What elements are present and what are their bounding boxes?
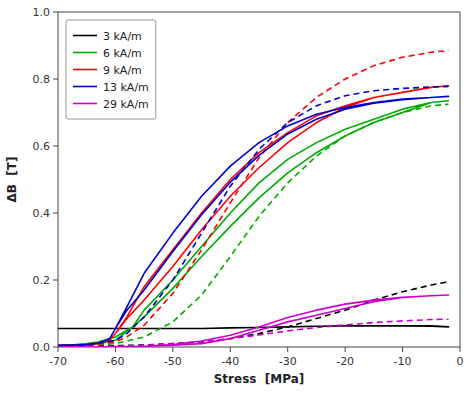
- x-tick: [345, 347, 346, 352]
- legend-label: 9 kA/m: [103, 64, 142, 77]
- x-tick: [172, 347, 173, 352]
- x-tick: [230, 347, 231, 352]
- y-tick-label: 1.0: [33, 6, 51, 19]
- y-tick-label: 0.8: [33, 73, 51, 86]
- series-line: [58, 96, 449, 345]
- y-tick: [53, 12, 58, 13]
- plot-frame: [58, 12, 460, 347]
- x-tick: [460, 347, 461, 352]
- x-tick-label: -50: [164, 355, 182, 368]
- x-tick: [115, 347, 116, 352]
- x-tick: [58, 347, 59, 352]
- x-tick-label: -10: [394, 355, 412, 368]
- y-tick-label: 0.4: [33, 207, 51, 220]
- x-tick-label: -30: [279, 355, 297, 368]
- legend-swatch: [73, 86, 97, 88]
- y-tick: [53, 347, 58, 348]
- series-line: [58, 104, 449, 346]
- x-tick: [402, 347, 403, 352]
- legend-label: 6 kA/m: [103, 47, 142, 60]
- legend-label: 29 kA/m: [103, 98, 149, 111]
- y-tick: [53, 280, 58, 281]
- legend-swatch: [73, 103, 97, 105]
- chart-container: -70 -60 -50 -40 -30 -20 -10 0 0.0 0.2 0.4 0.6 0.8 1.0…: [0, 0, 474, 393]
- x-tick-label: -40: [221, 355, 239, 368]
- y-tick: [53, 79, 58, 80]
- legend-box: [66, 20, 156, 119]
- x-tick-label: -60: [106, 355, 124, 368]
- legend-swatch: [73, 69, 97, 71]
- x-tick-label: -20: [336, 355, 354, 368]
- legend: 3 kA/m 6 kA/m 9 kA/m 13 kA/m 29 kA/m: [66, 20, 156, 119]
- y-tick: [53, 146, 58, 147]
- chart-svg: -70 -60 -50 -40 -30 -20 -10 0 0.0 0.2 0.4 0.6 0.8 1.0…: [0, 0, 474, 393]
- axes: -70 -60 -50 -40 -30 -20 -10 0 0.0 0.2 0.4 0.6 0.8 1.0: [33, 6, 464, 368]
- y-tick: [53, 213, 58, 214]
- series-line: [58, 86, 449, 346]
- series-line: [58, 101, 449, 346]
- legend-label: 3 kA/m: [103, 30, 142, 43]
- legend-swatch: [73, 35, 97, 37]
- x-axis-label: Stress [MPa]: [214, 372, 305, 386]
- x-tick-label: 0: [457, 355, 464, 368]
- y-tick-label: 0.2: [33, 274, 51, 287]
- series-line: [58, 295, 449, 347]
- series-line: [58, 319, 449, 347]
- y-tick-label: 0.0: [33, 341, 51, 354]
- y-axis-label: ΔB [T]: [5, 157, 19, 203]
- legend-label: 13 kA/m: [103, 81, 149, 94]
- legend-swatch: [73, 52, 97, 54]
- series-line: [58, 86, 449, 346]
- y-tick-label: 0.6: [33, 140, 51, 153]
- x-tick-label: -70: [49, 355, 67, 368]
- x-tick: [287, 347, 288, 352]
